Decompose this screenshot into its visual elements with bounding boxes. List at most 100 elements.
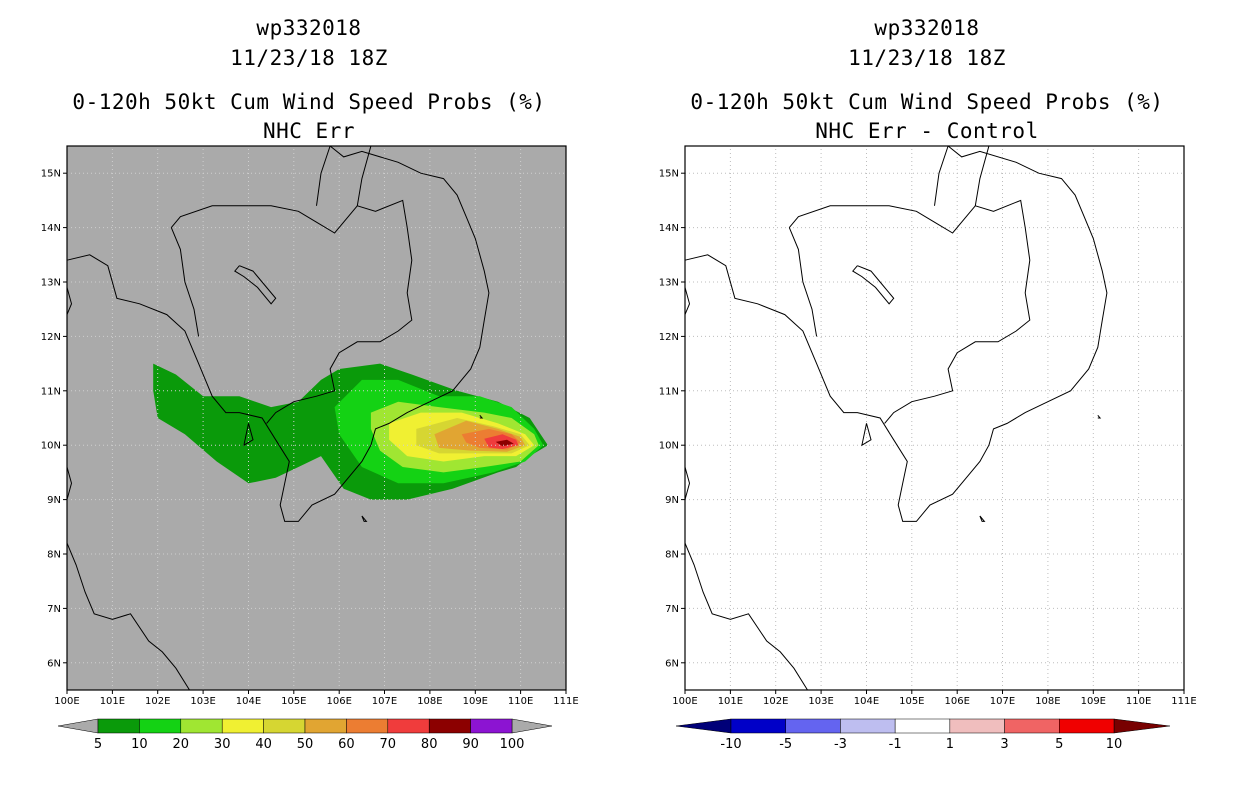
lat-tick-label: 11N: [41, 386, 61, 397]
lon-tick-label: 106E: [326, 696, 351, 707]
lon-tick-label: 107E: [990, 696, 1015, 707]
colorbar-high-arrow: [1113, 718, 1171, 734]
lon-tick-label: 104E: [854, 696, 879, 707]
tonle-sap-lake: [852, 265, 895, 305]
contour-80: [495, 439, 514, 447]
lon-tick-label: 110E: [508, 696, 533, 707]
left-map: 100E 101E 102E 103E 104E 105E 106E 107E 108E 109E…: [41, 145, 579, 752]
colorbar-label: -10: [720, 737, 741, 752]
colorbar-swatch: [263, 718, 306, 734]
left-coastlines: [66, 145, 490, 691]
probability-contours: [153, 363, 548, 500]
colorbar-label: 10: [131, 737, 148, 752]
colorbar-high-arrow: [511, 718, 553, 734]
colorbar-swatch: [180, 718, 223, 734]
colorbar-label: 10: [1106, 737, 1123, 752]
left-gridlines: [67, 146, 566, 690]
colorbar-swatch: [97, 718, 140, 734]
colorbar-label: -5: [779, 737, 792, 752]
island: [243, 423, 254, 447]
colorbar-swatch: [221, 718, 264, 734]
right-colorbar: -10 -5 -3 -1 1 3 5 10: [675, 718, 1171, 752]
colorbar-swatch: [139, 718, 182, 734]
island: [479, 414, 484, 419]
right-coastlines: [684, 145, 1108, 691]
right-map-frame: [684, 145, 1185, 691]
right-title-product: 0-120h 50kt Cum Wind Speed Probs (%): [690, 90, 1164, 114]
lat-tick-label: 12N: [41, 332, 61, 343]
lat-tick-label: 11N: [659, 386, 679, 397]
colorbar-label: 5: [94, 737, 102, 752]
colorbar-swatch: [387, 718, 430, 734]
lat-tick-label: 8N: [665, 550, 679, 561]
colorbar-label: -1: [889, 737, 902, 752]
lon-tick-label: 102E: [145, 696, 170, 707]
left-title-product: 0-120h 50kt Cum Wind Speed Probs (%): [72, 90, 546, 114]
island: [979, 515, 986, 522]
left-title-datetime: 11/23/18 18Z: [230, 46, 388, 70]
lat-tick-label: 6N: [47, 658, 61, 669]
tonle-sap-lake: [234, 265, 277, 305]
colorbar-label: 60: [338, 737, 355, 752]
colorbar-label: -3: [834, 737, 847, 752]
lat-tick-label: 9N: [47, 495, 61, 506]
lon-tick-label: 110E: [1126, 696, 1151, 707]
lon-tick-label: 103E: [808, 696, 833, 707]
right-gridlines: [685, 146, 1184, 690]
lon-tick-label: 100E: [54, 696, 79, 707]
lat-tick-label: 13N: [41, 278, 61, 289]
colorbar-swatch: [949, 718, 1005, 734]
colorbar-low-arrow: [57, 718, 99, 734]
lat-tick-label: 14N: [41, 223, 61, 234]
left-title-storm-id: wp332018: [256, 16, 362, 40]
right-map: 100E 101E 102E 103E 104E 105E 106E 107E 108E 109E…: [659, 145, 1197, 752]
right-title-subtitle: NHC Err - Control: [815, 119, 1039, 143]
lat-tick-label: 7N: [665, 604, 679, 615]
right-map-background: [685, 146, 1184, 690]
colorbar-label: 90: [462, 737, 479, 752]
lon-tick-label: 103E: [190, 696, 215, 707]
left-title-subtitle: NHC Err: [262, 119, 355, 143]
island: [861, 423, 872, 447]
colorbar-swatch: [785, 718, 841, 734]
lat-tick-label: 13N: [659, 278, 679, 289]
lon-tick-label: 108E: [1035, 696, 1060, 707]
left-panel: wp332018 11/23/18 18Z 0-120h 50kt Cum Wi…: [41, 16, 579, 752]
right-title-storm-id: wp332018: [874, 16, 980, 40]
lon-tick-label: 104E: [236, 696, 261, 707]
lat-tick-label: 6N: [665, 658, 679, 669]
colorbar-swatch: [1004, 718, 1060, 734]
colorbar-swatch: [428, 718, 471, 734]
colorbar-swatch: [470, 718, 513, 734]
colorbar-swatch: [346, 718, 389, 734]
colorbar-swatch: [894, 718, 951, 734]
lon-tick-label: 107E: [372, 696, 397, 707]
right-title-datetime: 11/23/18 18Z: [848, 46, 1006, 70]
lat-tick-label: 8N: [47, 550, 61, 561]
lat-tick-label: 10N: [659, 441, 679, 452]
left-map-frame: [66, 145, 567, 691]
colorbar-swatch: [730, 718, 786, 734]
right-panel: wp332018 11/23/18 18Z 0-120h 50kt Cum Wi…: [618, 0, 1236, 800]
lon-tick-label: 101E: [718, 696, 743, 707]
lat-tick-label: 12N: [659, 332, 679, 343]
lon-tick-label: 108E: [417, 696, 442, 707]
lon-tick-label: 100E: [672, 696, 697, 707]
lat-tick-label: 10N: [41, 441, 61, 452]
colorbar-label: 3: [1000, 737, 1008, 752]
colorbar-label: 50: [297, 737, 314, 752]
lon-tick-label: 105E: [281, 696, 306, 707]
lon-tick-label: 105E: [899, 696, 924, 707]
lon-tick-label: 102E: [763, 696, 788, 707]
colorbar-label: 70: [380, 737, 397, 752]
lat-tick-label: 7N: [47, 604, 61, 615]
lat-tick-label: 14N: [659, 223, 679, 234]
lon-tick-label: 109E: [1081, 696, 1106, 707]
colorbar-swatch: [304, 718, 347, 734]
lat-tick-label: 15N: [41, 169, 61, 180]
lat-tick-label: 9N: [665, 495, 679, 506]
colorbar-swatch: [1059, 718, 1115, 734]
lon-tick-label: 109E: [463, 696, 488, 707]
colorbar-label: 100: [500, 737, 525, 752]
colorbar-label: 30: [214, 737, 231, 752]
